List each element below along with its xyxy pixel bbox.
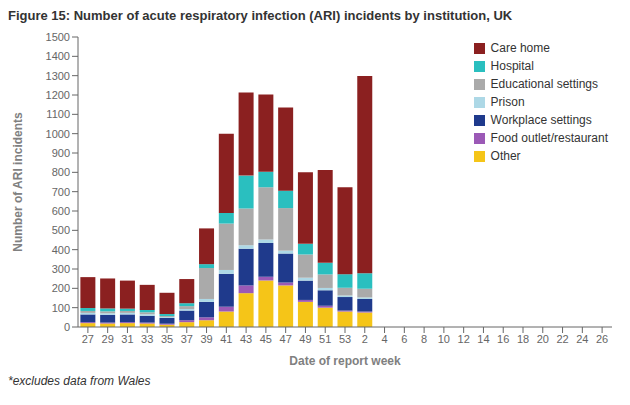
svg-text:14: 14 bbox=[477, 333, 489, 345]
svg-text:6: 6 bbox=[401, 333, 407, 345]
svg-text:1300: 1300 bbox=[46, 70, 70, 82]
html-text:Hospital: Hospital bbox=[490, 59, 534, 73]
svg-text:300: 300 bbox=[52, 263, 70, 275]
svg-text:53: 53 bbox=[339, 333, 351, 345]
html-text:Workplace settings: Workplace settings bbox=[490, 113, 592, 127]
svg-text:22: 22 bbox=[556, 333, 568, 345]
svg-text:33: 33 bbox=[141, 333, 153, 345]
svg-text:26: 26 bbox=[596, 333, 608, 345]
html-text:Educational settings: Educational settings bbox=[490, 77, 598, 91]
svg-text:Number of ARI incidents: Number of ARI incidents bbox=[11, 112, 25, 252]
html-text:*excludes data from Wales: *excludes data from Wales bbox=[8, 374, 151, 388]
svg-text:200: 200 bbox=[52, 282, 70, 294]
svg-text:45: 45 bbox=[260, 333, 272, 345]
svg-text:Date of report week: Date of report week bbox=[289, 354, 401, 368]
svg-text:1200: 1200 bbox=[46, 89, 70, 101]
svg-text:29: 29 bbox=[102, 333, 114, 345]
svg-text:20: 20 bbox=[537, 333, 549, 345]
html-text:Prison: Prison bbox=[490, 95, 525, 109]
svg-text:18: 18 bbox=[517, 333, 529, 345]
svg-text:8: 8 bbox=[421, 333, 427, 345]
svg-text:41: 41 bbox=[220, 333, 232, 345]
svg-text:24: 24 bbox=[576, 333, 588, 345]
svg-text:51: 51 bbox=[319, 333, 331, 345]
svg-text:37: 37 bbox=[181, 333, 193, 345]
svg-text:900: 900 bbox=[52, 147, 70, 159]
svg-text:43: 43 bbox=[240, 333, 252, 345]
svg-text:1400: 1400 bbox=[46, 50, 70, 62]
svg-text:1000: 1000 bbox=[46, 128, 70, 140]
svg-text:10: 10 bbox=[438, 333, 450, 345]
svg-text:12: 12 bbox=[458, 333, 470, 345]
svg-text:400: 400 bbox=[52, 244, 70, 256]
svg-text:39: 39 bbox=[200, 333, 212, 345]
svg-text:35: 35 bbox=[161, 333, 173, 345]
svg-text:27: 27 bbox=[82, 333, 94, 345]
svg-text:1500: 1500 bbox=[46, 31, 70, 43]
svg-text:49: 49 bbox=[299, 333, 311, 345]
svg-text:700: 700 bbox=[52, 186, 70, 198]
svg-text:31: 31 bbox=[121, 333, 133, 345]
svg-text:1100: 1100 bbox=[46, 108, 70, 120]
svg-text:4: 4 bbox=[381, 333, 387, 345]
svg-text:100: 100 bbox=[52, 302, 70, 314]
svg-text:800: 800 bbox=[52, 166, 70, 178]
html-text:Food outlet/restaurant: Food outlet/restaurant bbox=[490, 131, 608, 145]
svg-text:16: 16 bbox=[497, 333, 509, 345]
svg-text:47: 47 bbox=[280, 333, 292, 345]
html-text:Care home: Care home bbox=[490, 41, 550, 55]
html-text:Figure 15: Number of acute res: Figure 15: Number of acute respiratory i… bbox=[8, 8, 513, 23]
html-text:Other: Other bbox=[490, 149, 521, 163]
svg-text:0: 0 bbox=[64, 321, 70, 333]
svg-text:500: 500 bbox=[52, 224, 70, 236]
svg-text:600: 600 bbox=[52, 205, 70, 217]
svg-text:2: 2 bbox=[362, 333, 368, 345]
